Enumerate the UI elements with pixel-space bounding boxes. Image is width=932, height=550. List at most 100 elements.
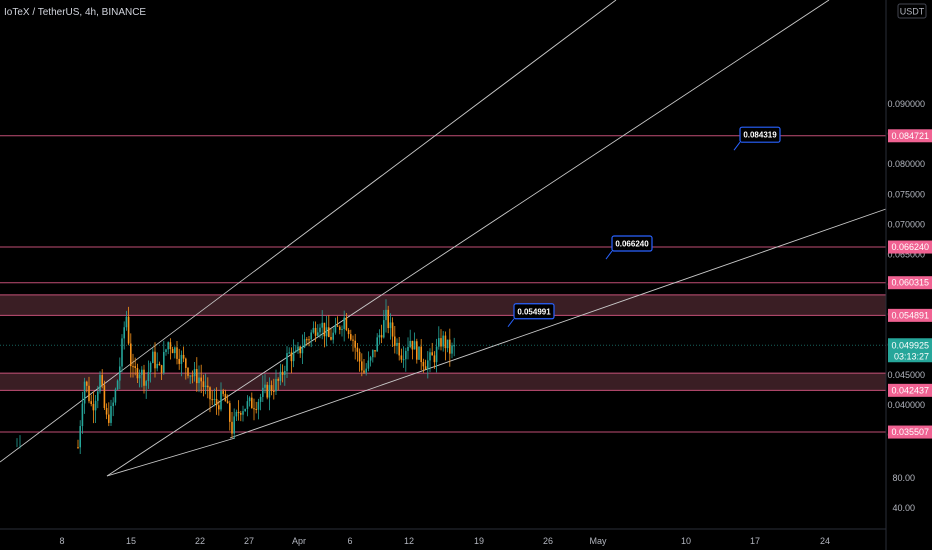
candle-25 [132, 353, 134, 378]
candle-161 [431, 342, 433, 356]
candle-121 [343, 310, 345, 342]
candle-39 [163, 340, 165, 375]
candle-108 [314, 321, 317, 342]
candle-49 [185, 357, 187, 380]
callout-1[interactable]: 0.084319 [733, 126, 781, 151]
svg-text:0.084319: 0.084319 [743, 131, 777, 140]
candle-127 [356, 342, 359, 362]
candle-165 [440, 329, 442, 351]
y-tick-label: 0.075000 [887, 189, 925, 199]
candle-107 [312, 321, 315, 334]
trend-line-4 [106, 437, 236, 477]
candle-36 [156, 352, 158, 372]
level-tag-1: 0.084721 [888, 129, 932, 143]
candle-59 [207, 377, 209, 399]
candle-57 [202, 374, 205, 397]
candle-52 [191, 370, 194, 384]
candle-46 [178, 348, 180, 370]
candle-38 [160, 364, 163, 381]
candle-131 [365, 363, 367, 376]
candle-106 [310, 329, 312, 348]
candle-118 [336, 316, 339, 327]
candle-51 [189, 375, 191, 384]
candle-7 [92, 391, 95, 424]
price-zone-2 [0, 373, 886, 391]
candle-83 [259, 393, 262, 411]
candle-126 [354, 333, 356, 360]
candle-70 [231, 412, 233, 438]
candle-12 [103, 380, 106, 411]
candle-133 [369, 355, 372, 367]
candle-100 [297, 341, 299, 354]
candle-37 [158, 361, 161, 366]
candle-123 [347, 328, 350, 339]
candle-43 [171, 346, 174, 354]
candle-80 [253, 398, 255, 421]
x-tick-label: 24 [820, 536, 830, 546]
candle-146 [398, 336, 400, 361]
candle-48 [182, 346, 185, 363]
candle-13 [105, 403, 108, 420]
price-zone-1 [0, 294, 886, 316]
x-tick-label: Apr [292, 536, 306, 546]
trend-line-1 [0, 0, 617, 463]
svg-text:USDT: USDT [900, 7, 925, 17]
candle-152 [411, 340, 414, 360]
y-tick-label: 40.00 [892, 503, 915, 513]
candle-63 [215, 387, 218, 415]
candle-162 [433, 351, 436, 369]
candle-82 [257, 398, 260, 420]
y-axis[interactable]: 0.0900000.0850000.0800000.0750000.070000… [887, 99, 925, 513]
chart-symbol-title: IoTeX / TetherUS, 4h, BINANCE [4, 7, 146, 18]
candle-136 [376, 333, 378, 352]
candle-31 [145, 379, 147, 399]
y-tick-label: 0.070000 [887, 219, 925, 229]
candle-3 [83, 377, 86, 414]
candle-61 [211, 390, 213, 405]
candle-103 [303, 332, 306, 349]
candle-54 [196, 357, 198, 392]
candle-87 [268, 377, 271, 411]
candle-93 [281, 364, 284, 383]
svg-text:0.084721: 0.084721 [891, 131, 929, 141]
candle-40 [165, 348, 167, 356]
candle-137 [378, 329, 381, 345]
candle-113 [325, 316, 328, 347]
candle-23 [127, 306, 130, 346]
currency-badge[interactable]: USDT [897, 3, 927, 19]
candle-41 [167, 341, 169, 355]
x-tick-label: 22 [195, 536, 205, 546]
candle-69 [229, 400, 231, 431]
x-axis[interactable]: 8 15 22 27 Apr 6 12 19 26 May 10 17 24 [59, 536, 830, 546]
candle-19 [119, 357, 121, 390]
candle-138 [380, 324, 383, 344]
trend-line-3 [229, 208, 887, 439]
candle-111 [321, 310, 323, 340]
candle-71 [233, 408, 235, 439]
candle-159 [427, 351, 429, 379]
candle-72 [235, 409, 238, 421]
callout-2[interactable]: 0.066240 [605, 235, 653, 260]
candle-11 [101, 369, 103, 389]
candle-28 [138, 369, 141, 388]
candle-75 [242, 405, 244, 422]
candle-55 [198, 365, 200, 393]
x-tick-label: 17 [750, 536, 760, 546]
candle-167 [444, 331, 447, 361]
candle-74 [240, 410, 242, 422]
candle-2 [81, 391, 84, 434]
candle-18 [116, 379, 119, 391]
svg-text:0.066240: 0.066240 [891, 242, 929, 252]
candle-134 [372, 349, 374, 363]
candle-124 [350, 329, 352, 341]
candle-109 [317, 324, 319, 338]
svg-text:0.035507: 0.035507 [891, 427, 929, 437]
candle-91 [277, 377, 279, 391]
candle-9 [97, 385, 99, 409]
candle-168 [446, 339, 449, 353]
candle-119 [339, 325, 341, 335]
callout-3[interactable]: 0.054991 [507, 303, 555, 328]
candle-143 [391, 317, 394, 348]
